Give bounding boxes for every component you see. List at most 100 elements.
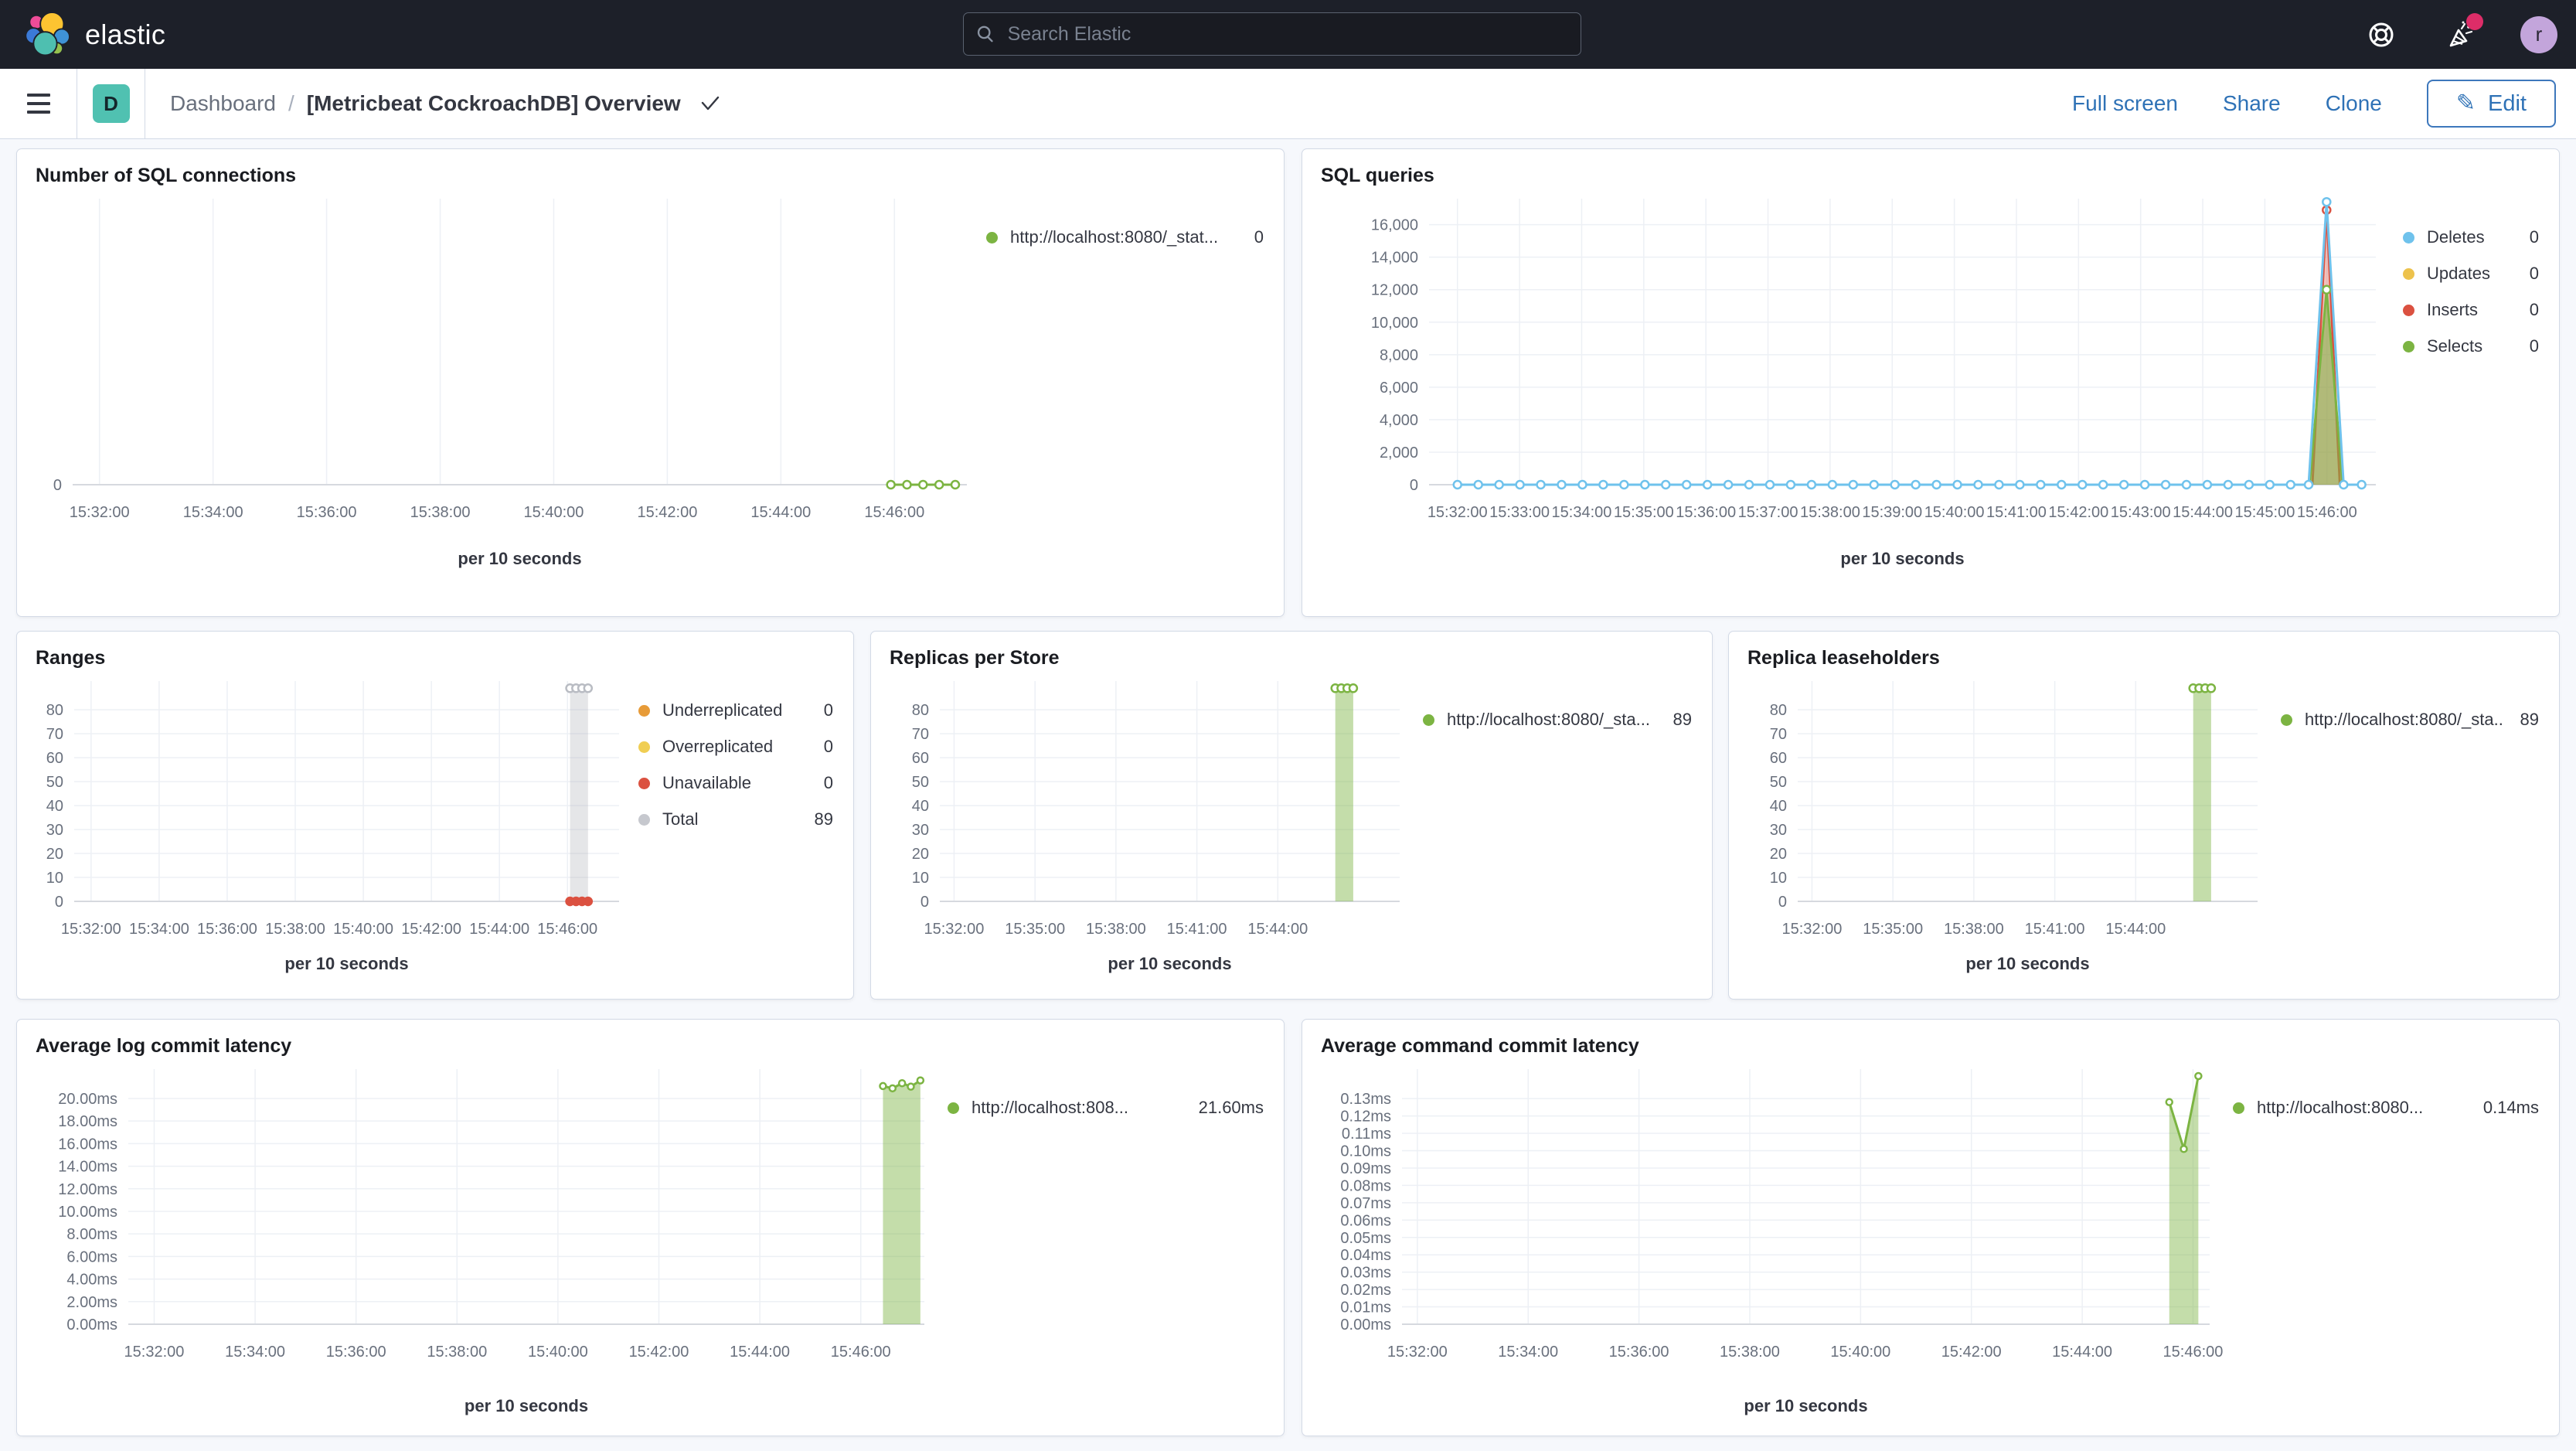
svg-text:15:38:00: 15:38:00 [1086,921,1146,938]
svg-text:15:38:00: 15:38:00 [1800,504,1860,521]
legend-item[interactable]: Inserts 0 [2403,300,2539,320]
svg-text:15:38:00: 15:38:00 [427,1344,487,1361]
legend-item[interactable]: Total 89 [638,809,833,829]
header-icons: r [2363,0,2557,69]
svg-text:15:42:00: 15:42:00 [1941,1344,2002,1361]
svg-text:70: 70 [912,726,929,743]
svg-text:15:39:00: 15:39:00 [1862,504,1922,521]
breadcrumb-dashboard-link[interactable]: Dashboard [170,91,276,115]
legend-item[interactable]: Underreplicated 0 [638,700,833,720]
space-badge[interactable]: D [92,84,130,123]
full-screen-button[interactable]: Full screen [2072,91,2178,115]
svg-text:15:41:00: 15:41:00 [1986,504,2047,521]
svg-text:20: 20 [912,846,929,863]
svg-text:0: 0 [1778,894,1787,911]
svg-text:0.06ms: 0.06ms [1340,1212,1391,1229]
clone-button[interactable]: Clone [2325,91,2382,115]
legend-item[interactable]: Overreplicated 0 [638,737,833,757]
help-button[interactable] [2363,16,2400,53]
panel-title: Replica leaseholders [1747,647,1940,669]
legend-item[interactable]: http://localhost:8080/_sta... 89 [1423,710,1692,730]
panel-ranges: Ranges 15:32:00 15:34:00 15:36:00 15:38:00 1… [16,631,854,1000]
dashboard-toolbar: D Dashboard / [Metricbeat CockroachDB] O… [0,69,2576,139]
svg-text:20.00ms: 20.00ms [58,1091,117,1108]
legend-series-value: 21.60ms [1198,1098,1264,1117]
svg-text:15:36:00: 15:36:00 [1676,504,1736,521]
panel-title: Replicas per Store [890,647,1060,669]
svg-text:0.11ms: 0.11ms [1342,1126,1391,1143]
svg-text:per 10 seconds: per 10 seconds [1744,1396,1867,1415]
svg-text:15:44:00: 15:44:00 [2105,921,2166,938]
svg-text:15:37:00: 15:37:00 [1738,504,1798,521]
legend-series-dot [2403,231,2414,244]
legend-series-dot [2403,304,2414,316]
svg-text:15:42:00: 15:42:00 [629,1344,689,1361]
legend-series-label: Inserts [2427,300,2479,319]
svg-text:50: 50 [46,774,63,791]
legend-series-value: 0 [2529,336,2539,356]
legend-item[interactable]: Updates 0 [2403,264,2539,284]
svg-text:15:46:00: 15:46:00 [831,1344,891,1361]
share-button[interactable]: Share [2222,91,2281,115]
svg-text:4,000: 4,000 [1380,412,1418,429]
replica-leaseholders-chart: 15:32:00 15:35:00 15:38:00 15:41:00 15:44:00… [1770,681,2258,973]
legend-item[interactable]: http://localhost:8080/_stat... 0 [986,227,1264,247]
legend-series-label: http://localhost:8080/_stat... [1010,227,1219,247]
legend-item[interactable]: Selects 0 [2403,336,2539,356]
svg-text:15:46:00: 15:46:00 [537,921,597,938]
search-input[interactable] [1006,22,1568,46]
whats-new-button[interactable] [2442,12,2483,53]
chart-legend: Deletes 0 Updates 0 Inserts 0 Selects 0 [2395,187,2559,356]
avg-command-commit-latency-chart: 15:32:00 15:34:00 15:36:00 15:38:00 15:40:00… [1340,1069,2224,1415]
ranges-chart: 15:32:00 15:34:00 15:36:00 15:38:00 15:40:00… [46,681,619,973]
legend-series-dot [2233,1102,2244,1114]
legend-item[interactable]: Deletes 0 [2403,227,2539,247]
svg-text:6,000: 6,000 [1380,380,1418,397]
legend-item[interactable]: http://localhost:808... 21.60ms [948,1098,1264,1118]
svg-text:per 10 seconds: per 10 seconds [458,549,581,568]
svg-text:15:35:00: 15:35:00 [1005,921,1065,938]
svg-text:50: 50 [1770,774,1787,791]
svg-text:15:41:00: 15:41:00 [2025,921,2085,938]
legend-series-label: Underreplicated [662,700,783,720]
panel-title: Number of SQL connections [36,165,297,186]
svg-text:12.00ms: 12.00ms [58,1181,117,1198]
top-header-bar: elastic [0,0,2576,69]
svg-text:80: 80 [1770,702,1787,719]
elastic-logo[interactable]: elastic [0,12,166,56]
legend-series-dot [638,813,650,826]
legend-series-dot [2281,714,2292,726]
global-search[interactable] [963,12,1581,56]
menu-button[interactable] [0,69,77,138]
legend-series-value: 0 [823,737,833,756]
svg-text:30: 30 [912,822,929,839]
user-avatar[interactable]: r [2520,15,2557,53]
legend-item[interactable]: http://localhost:8080/_sta... 89 [2281,710,2539,730]
legend-series-value: 0 [2529,300,2539,319]
svg-text:70: 70 [1770,726,1787,743]
svg-text:15:46:00: 15:46:00 [864,504,924,521]
edit-button[interactable]: ✎ Edit [2426,80,2556,128]
legend-item[interactable]: Unavailable 0 [638,773,833,793]
panel-number-of-sql-connections: Number of SQL connections 15:32:00 15:34:… [16,148,1285,617]
svg-text:16.00ms: 16.00ms [58,1136,117,1153]
svg-text:15:32:00: 15:32:00 [924,921,985,938]
svg-text:70: 70 [46,726,63,743]
svg-text:14,000: 14,000 [1371,250,1418,267]
svg-text:0.01ms: 0.01ms [1340,1299,1391,1316]
elastic-wordmark: elastic [85,18,166,50]
svg-text:0.12ms: 0.12ms [1340,1109,1391,1126]
svg-text:0.02ms: 0.02ms [1340,1282,1391,1299]
legend-item[interactable]: http://localhost:8080... 0.14ms [2233,1098,2539,1118]
title-caret-icon[interactable] [699,94,721,113]
legend-series-label: Unavailable [662,773,751,792]
chart-legend: http://localhost:8080/_stat... 0 [978,187,1284,247]
edit-button-label: Edit [2488,90,2527,116]
panel-title: Average command commit latency [1321,1035,1639,1057]
svg-text:50: 50 [912,774,929,791]
svg-text:2,000: 2,000 [1380,444,1418,462]
svg-text:15:46:00: 15:46:00 [2163,1344,2224,1361]
svg-text:8,000: 8,000 [1380,347,1418,364]
chart-legend: http://localhost:808... 21.60ms [940,1058,1284,1118]
